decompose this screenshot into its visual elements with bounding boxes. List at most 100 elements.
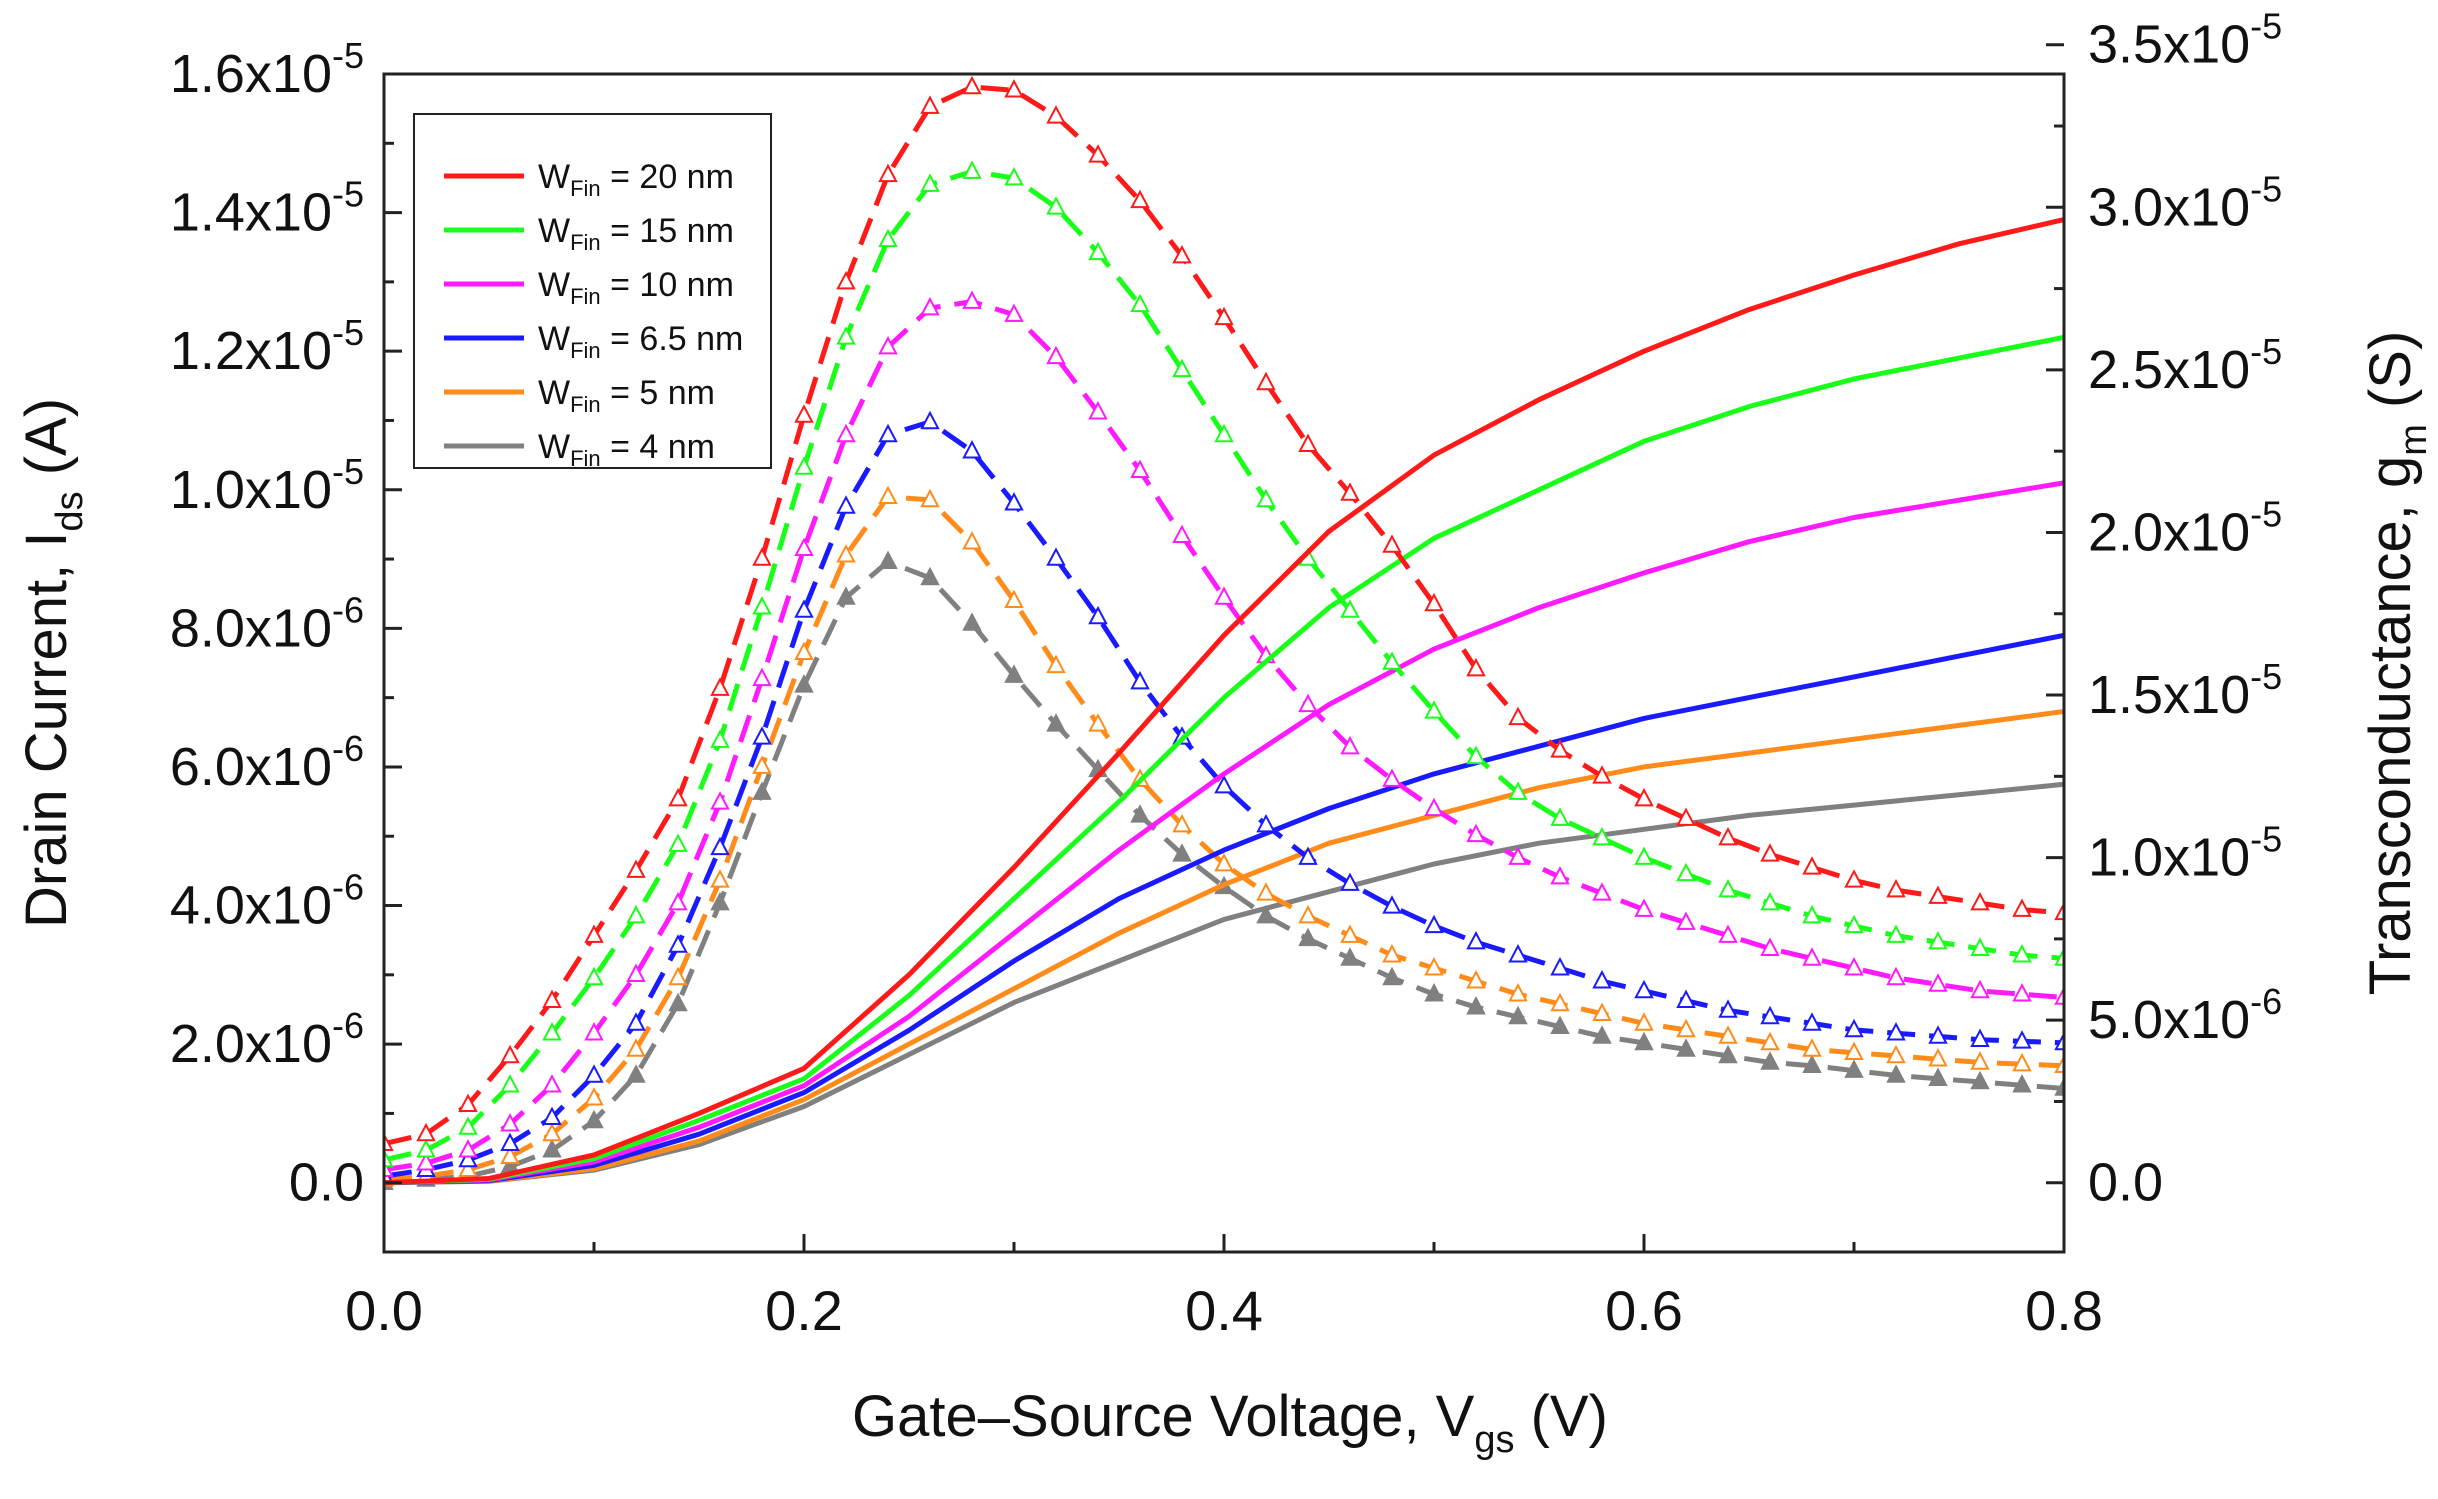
y-left-tick-label: 0.0 [289, 1153, 364, 1213]
gm-marker-15nm [1088, 241, 1108, 261]
gm-marker-10nm [1340, 735, 1360, 755]
gm-marker-4nm [920, 566, 940, 586]
gm-marker-20nm [542, 989, 562, 1008]
gm-marker-20nm [458, 1093, 478, 1113]
gm-marker-10nm [752, 667, 772, 687]
gm-line-6-5nm [384, 419, 2064, 1179]
gm-marker-6-5nm [1046, 547, 1066, 566]
ids-line-15nm [384, 334, 2064, 1186]
ids-line-6-5nm [384, 632, 2064, 1186]
gm-marker-15nm [920, 173, 940, 192]
gm-marker-6-5nm [1382, 895, 1402, 914]
gm-marker-5nm [1298, 904, 1318, 924]
gm-marker-6-5nm [1718, 999, 1738, 1018]
gm-marker-15nm [1382, 651, 1402, 670]
gm-marker-15nm [384, 1148, 394, 1168]
gm-marker-4nm [1676, 1038, 1696, 1057]
gm-marker-5nm [1802, 1038, 1822, 1057]
gm-marker-5nm [668, 966, 688, 986]
legend-label-15nm: WFin = 15 nm [538, 212, 734, 255]
gm-marker-5nm [878, 485, 898, 504]
gm-marker-4nm [1256, 904, 1276, 924]
gm-marker-6-5nm [1130, 670, 1150, 690]
gm-marker-20nm [836, 270, 856, 290]
y-right-tick-label: 1.0x10-5 [2088, 819, 2282, 888]
gm-marker-4nm [2012, 1074, 2032, 1093]
gm-marker-5nm [962, 531, 982, 550]
gm-marker-6-5nm [1256, 813, 1276, 833]
gm-marker-20nm [1718, 826, 1738, 846]
gm-marker-20nm [1550, 739, 1570, 758]
gm-marker-15nm [836, 326, 856, 345]
gm-marker-6-5nm [2054, 1031, 2064, 1051]
gm-marker-4nm [1802, 1054, 1822, 1073]
gm-marker-15nm [1592, 826, 1612, 846]
gm-marker-4nm [668, 992, 688, 1012]
gm-marker-15nm [962, 160, 982, 179]
gm-marker-15nm [416, 1139, 436, 1158]
gm-marker-15nm [1928, 930, 1948, 950]
gm-marker-10nm [1592, 882, 1612, 901]
gm-marker-4nm [1382, 966, 1402, 986]
gm-marker-6-5nm [1466, 930, 1486, 950]
gm-marker-6-5nm [836, 495, 856, 514]
gm-marker-20nm [1634, 787, 1654, 807]
gm-marker-4nm [1844, 1059, 1864, 1078]
gm-marker-6-5nm [1760, 1005, 1780, 1025]
gm-marker-6-5nm [920, 410, 940, 430]
gm-marker-10nm [962, 290, 982, 309]
gm-marker-4nm [2054, 1077, 2064, 1096]
gm-marker-15nm [1718, 878, 1738, 898]
gm-marker-4nm [1130, 804, 1150, 823]
gm-marker-10nm [1970, 979, 1990, 999]
gm-marker-4nm [1592, 1025, 1612, 1044]
gm-marker-5nm [1676, 1018, 1696, 1038]
gm-marker-5nm [920, 488, 940, 508]
gm-marker-4nm [710, 891, 730, 911]
gm-marker-5nm [2012, 1052, 2032, 1072]
gm-marker-4nm [794, 674, 814, 693]
y-right-axis-title-main: Transconductance, g [2358, 456, 2423, 996]
gm-marker-10nm [836, 423, 856, 443]
gm-marker-10nm [500, 1113, 520, 1132]
gm-marker-20nm [752, 547, 772, 566]
gm-marker-4nm [1424, 983, 1444, 1002]
gm-marker-20nm [668, 787, 688, 807]
gm-marker-10nm [1130, 459, 1150, 478]
gm-marker-5nm [1424, 957, 1444, 976]
y-right-tick-label: 2.0x10-5 [2088, 493, 2282, 562]
gm-marker-10nm [2054, 986, 2064, 1005]
gm-marker-10nm [1004, 303, 1024, 322]
gm-marker-15nm [794, 456, 814, 475]
gm-marker-20nm [1088, 144, 1108, 163]
gm-marker-10nm [878, 335, 898, 355]
gm-marker-5nm [1634, 1012, 1654, 1031]
gm-line-5nm [384, 494, 2064, 1182]
gm-marker-5nm [794, 641, 814, 661]
gm-marker-5nm [752, 755, 772, 774]
gm-marker-6-5nm [1550, 957, 1570, 976]
gm-marker-20nm [1172, 244, 1192, 264]
y-right-tick-label: 3.0x10-5 [2088, 168, 2282, 237]
gm-marker-20nm [384, 1132, 394, 1152]
gm-marker-15nm [668, 833, 688, 852]
gm-marker-15nm [1340, 599, 1360, 618]
gm-marker-6-5nm [1298, 846, 1318, 865]
x-tick-label: 0.2 [765, 1279, 843, 1342]
gm-marker-20nm [1970, 891, 1990, 911]
gm-marker-6-5nm [1802, 1012, 1822, 1031]
y-left-tick-label: 6.0x10-6 [170, 728, 364, 797]
y-left-tick-label: 1.2x10-5 [170, 312, 364, 381]
gm-marker-10nm [1466, 823, 1486, 843]
gm-marker-15nm [1760, 891, 1780, 911]
gm-marker-5nm [542, 1122, 562, 1142]
gm-marker-10nm [384, 1158, 394, 1178]
y-left-tick-label: 1.4x10-5 [170, 174, 364, 243]
gm-marker-4nm [1298, 927, 1318, 947]
gm-marker-20nm [1844, 869, 1864, 888]
gm-marker-5nm [1928, 1048, 1948, 1067]
gm-marker-10nm [1844, 957, 1864, 976]
gm-marker-15nm [2054, 947, 2064, 966]
gm-marker-15nm [710, 729, 730, 748]
